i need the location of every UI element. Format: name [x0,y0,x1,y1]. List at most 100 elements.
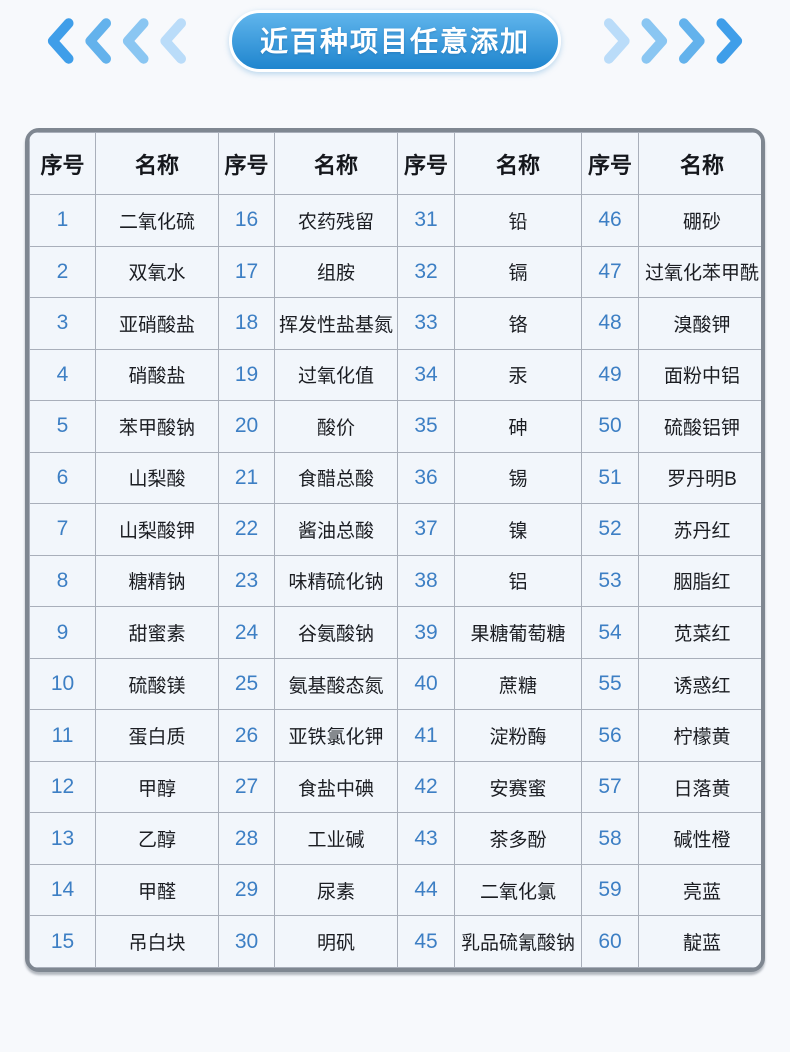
serial-cell: 58 [581,812,639,865]
table-row: 3 亚硝酸盐 18 挥发性盐基氮 33 铬 48 溴酸钾 [29,297,761,350]
table-body: 1 二氧化硫 16 农药残留 31 铅 46 硼砂 2 双氧水 17 组胺 32 镉 47 过氧化苯甲酰 3 亚硝… [29,194,761,968]
banner-pill: 近百种项目任意添加 [228,10,561,72]
serial-cell: 40 [397,657,455,711]
serial-cell: 2 [29,245,96,299]
table-row: 14 甲醛 29 尿素 44 二氧化氯 59 亮蓝 [29,863,761,917]
serial-cell: 53 [581,554,639,608]
name-cell: 日落黄 [638,760,761,814]
name-cell: 亮蓝 [638,863,761,917]
serial-cell: 12 [29,760,96,814]
table-row: 6 山梨酸 21 食醋总酸 36 锡 51 罗丹明B [29,451,761,505]
chevrons-right-icon [603,18,743,64]
name-cell: 汞 [454,348,582,402]
serial-cell: 54 [581,606,639,659]
serial-cell: 6 [29,451,96,505]
serial-header: 序号 [29,132,96,195]
chevron-right-icon [603,18,630,64]
name-cell: 酸价 [274,400,398,453]
serial-cell: 36 [397,451,455,505]
serial-cell: 49 [581,348,639,402]
name-cell: 镍 [454,503,582,556]
chevron-left-icon [160,18,187,64]
name-cell: 过氧化值 [274,348,398,402]
name-header: 名称 [638,132,761,195]
name-cell: 蔗糖 [454,657,582,711]
serial-cell: 34 [397,348,455,402]
name-cell: 吊白块 [95,915,219,968]
serial-cell: 22 [218,503,275,556]
name-cell: 硼砂 [638,194,761,247]
name-cell: 溴酸钾 [638,297,761,350]
name-header: 名称 [454,132,582,195]
table-row: 8 糖精钠 23 味精硫化钠 38 铝 53 胭脂红 [29,554,761,608]
name-cell: 过氧化苯甲酰 [638,245,761,299]
chevron-left-icon [122,18,149,64]
name-cell: 铅 [454,194,582,247]
table-row: 4 硝酸盐 19 过氧化值 34 汞 49 面粉中铝 [29,348,761,402]
name-cell: 酱油总酸 [274,503,398,556]
name-cell: 面粉中铝 [638,348,761,402]
serial-cell: 30 [218,915,275,968]
table-row: 5 苯甲酸钠 20 酸价 35 砷 50 硫酸铝钾 [29,400,761,453]
chevron-left-icon [85,18,112,64]
name-cell: 食盐中碘 [274,760,398,814]
name-cell: 味精硫化钠 [274,554,398,608]
serial-cell: 32 [397,245,455,299]
table-row: 7 山梨酸钾 22 酱油总酸 37 镍 52 苏丹红 [29,503,761,556]
name-cell: 甜蜜素 [95,606,219,659]
serial-cell: 23 [218,554,275,608]
serial-cell: 15 [29,915,96,968]
serial-cell: 25 [218,657,275,711]
serial-cell: 20 [218,400,275,453]
name-cell: 苯甲酸钠 [95,400,219,453]
name-cell: 谷氨酸钠 [274,606,398,659]
name-cell: 安赛蜜 [454,760,582,814]
serial-cell: 60 [581,915,639,968]
serial-cell: 39 [397,606,455,659]
serial-cell: 38 [397,554,455,608]
name-cell: 乳品硫氰酸钠 [454,915,582,968]
table-header-row: 序号 名称 序号 名称 序号 名称 序号 名称 [29,132,761,195]
table-row: 9 甜蜜素 24 谷氨酸钠 39 果糖葡萄糖 54 苋菜红 [29,606,761,659]
serial-cell: 9 [29,606,96,659]
name-cell: 甲醇 [95,760,219,814]
serial-cell: 8 [29,554,96,608]
serial-cell: 5 [29,400,96,453]
name-cell: 二氧化氯 [454,863,582,917]
serial-cell: 42 [397,760,455,814]
name-cell: 蛋白质 [95,709,219,762]
name-header: 名称 [274,132,398,195]
serial-cell: 24 [218,606,275,659]
items-table: 序号 名称 序号 名称 序号 名称 序号 名称 1 二氧化硫 16 农药残留 31 铅 46… [29,132,761,968]
serial-cell: 55 [581,657,639,711]
serial-cell: 16 [218,194,275,247]
table-row: 13 乙醇 28 工业碱 43 茶多酚 58 碱性橙 [29,812,761,865]
serial-cell: 27 [218,760,275,814]
chevron-right-icon [678,18,705,64]
name-cell: 硝酸盐 [95,348,219,402]
serial-cell: 43 [397,812,455,865]
table-row: 10 硫酸镁 25 氨基酸态氮 40 蔗糖 55 诱惑红 [29,657,761,711]
serial-cell: 35 [397,400,455,453]
serial-cell: 50 [581,400,639,453]
chevron-right-icon [641,18,668,64]
serial-header: 序号 [581,132,639,195]
name-cell: 苋菜红 [638,606,761,659]
serial-cell: 48 [581,297,639,350]
serial-cell: 17 [218,245,275,299]
items-table-card: 序号 名称 序号 名称 序号 名称 序号 名称 1 二氧化硫 16 农药残留 31 铅 46… [25,128,765,972]
table-row: 11 蛋白质 26 亚铁氯化钾 41 淀粉酶 56 柠檬黄 [29,709,761,762]
serial-cell: 59 [581,863,639,917]
table-row: 15 吊白块 30 明矾 45 乳品硫氰酸钠 60 靛蓝 [29,915,761,968]
serial-header: 序号 [397,132,455,195]
serial-cell: 28 [218,812,275,865]
name-cell: 砷 [454,400,582,453]
name-cell: 诱惑红 [638,657,761,711]
name-cell: 食醋总酸 [274,451,398,505]
name-cell: 苏丹红 [638,503,761,556]
table-row: 12 甲醇 27 食盐中碘 42 安赛蜜 57 日落黄 [29,760,761,814]
table-row: 2 双氧水 17 组胺 32 镉 47 过氧化苯甲酰 [29,245,761,299]
name-cell: 氨基酸态氮 [274,657,398,711]
serial-cell: 21 [218,451,275,505]
name-cell: 农药残留 [274,194,398,247]
